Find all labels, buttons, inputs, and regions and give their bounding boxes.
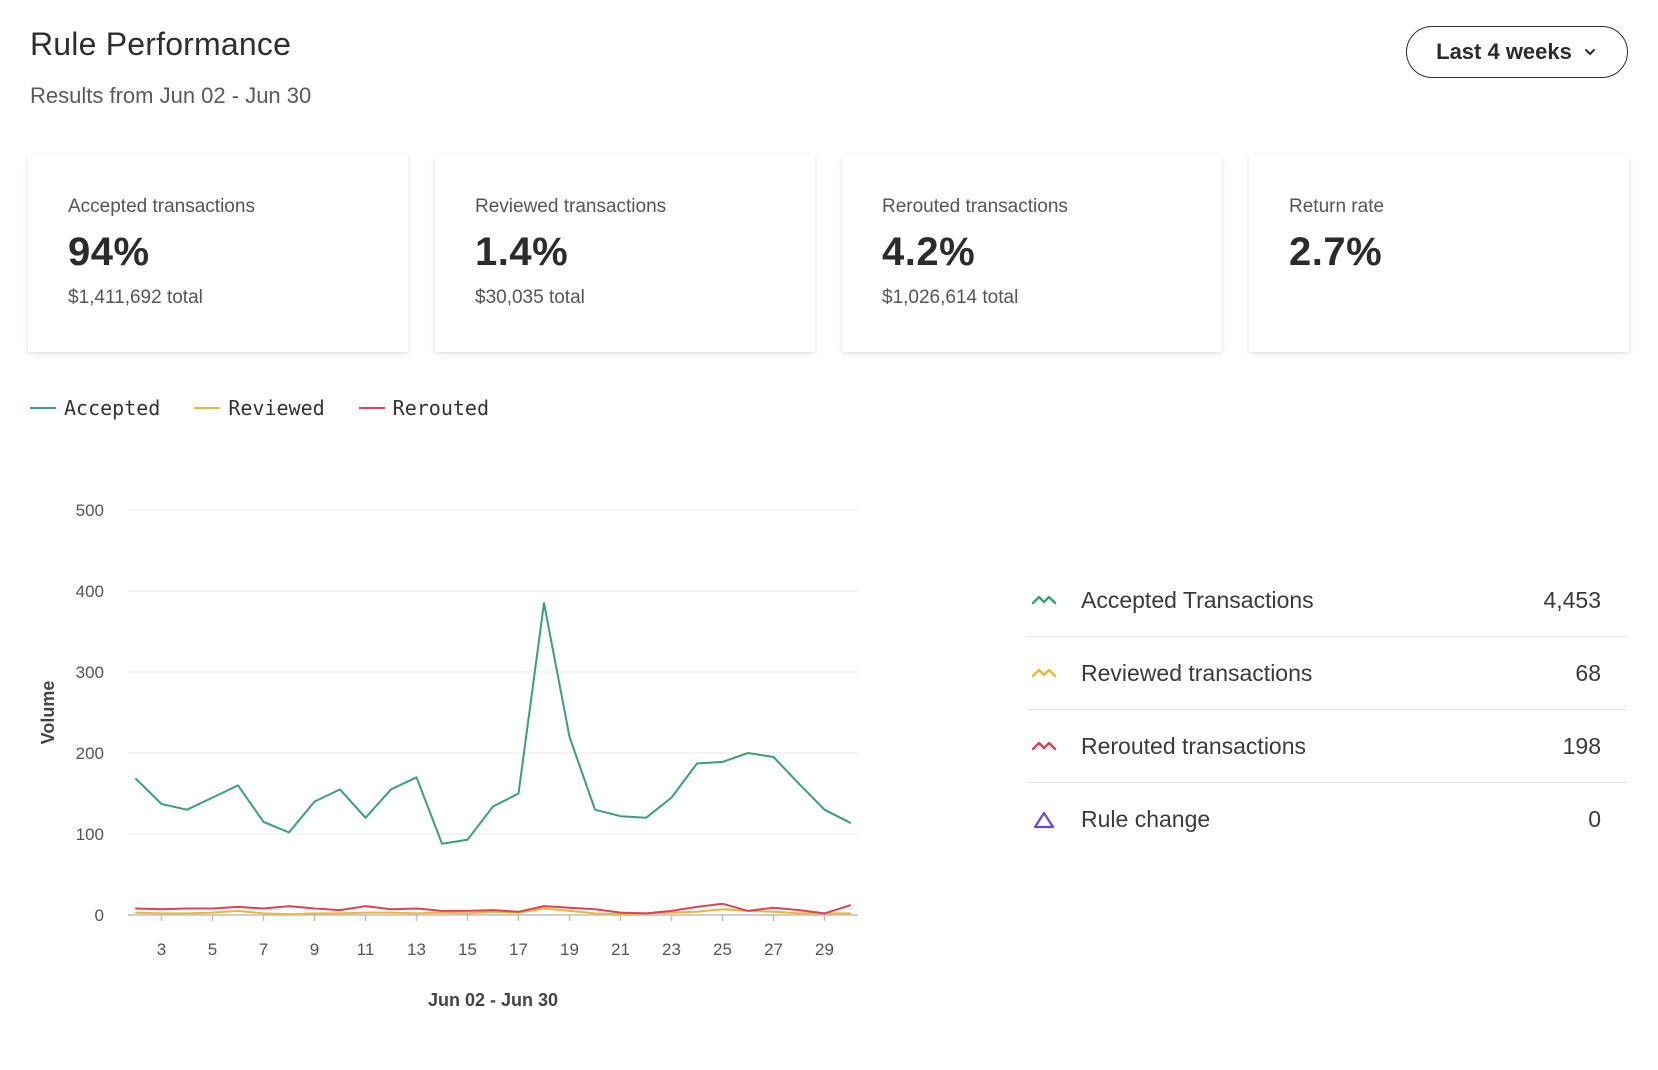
stat-card-reviewed: Reviewed transactions 1.4% $30,035 total: [435, 154, 815, 352]
stat-value: 94%: [68, 230, 150, 274]
x-axis-label: Jun 02 - Jun 30: [428, 990, 558, 1010]
series-line-accepted: [135, 602, 851, 845]
x-tick-label: 21: [611, 940, 630, 959]
stat-value: 2.7%: [1289, 230, 1383, 274]
summary-row-reviewed: Reviewed transactions 68: [1027, 637, 1627, 710]
rerouted-wave-icon: [1031, 736, 1057, 756]
summary-row-accepted: Accepted Transactions 4,453: [1027, 564, 1627, 637]
y-tick-label: 0: [95, 906, 104, 925]
y-tick-label: 400: [76, 582, 104, 601]
stat-total: $30,035 total: [475, 287, 585, 308]
triangle-icon: [1031, 810, 1057, 830]
summary-value: 4,453: [1543, 586, 1601, 613]
summary-value: 68: [1575, 659, 1601, 686]
legend-label: Reviewed: [228, 396, 325, 420]
legend-label: Accepted: [64, 396, 161, 420]
x-tick-label: 29: [815, 940, 834, 959]
stat-label: Accepted transactions: [68, 196, 255, 217]
x-tick-label: 23: [662, 940, 681, 959]
x-tick-label: 5: [208, 940, 217, 959]
stat-value: 1.4%: [475, 230, 569, 274]
summary-row-rule-change: Rule change 0: [1027, 783, 1627, 856]
stat-card-accepted: Accepted transactions 94% $1,411,692 tot…: [28, 154, 408, 352]
x-tick-label: 11: [357, 940, 375, 959]
stat-card-return-rate: Return rate 2.7%: [1249, 154, 1629, 352]
accepted-wave-icon: [1031, 590, 1057, 610]
y-tick-label: 500: [76, 501, 104, 520]
summary-label: Accepted Transactions: [1081, 586, 1314, 613]
stat-card-rerouted: Rerouted transactions 4.2% $1,026,614 to…: [842, 154, 1222, 352]
y-axis-label: Volume: [38, 681, 58, 745]
summary-row-rerouted: Rerouted transactions 198: [1027, 710, 1627, 783]
x-tick-label: 13: [407, 940, 426, 959]
page-title: Rule Performance: [30, 26, 292, 62]
reviewed-wave-icon: [1031, 663, 1057, 683]
date-range-select[interactable]: Last 4 weeks: [1406, 26, 1628, 78]
y-tick-label: 300: [76, 663, 104, 682]
legend-swatch: [30, 407, 56, 409]
legend-item-reviewed[interactable]: Reviewed: [194, 396, 325, 420]
stat-label: Return rate: [1289, 196, 1385, 217]
stat-label: Rerouted transactions: [882, 196, 1068, 217]
stat-label: Reviewed transactions: [475, 196, 667, 217]
page-subtitle: Results from Jun 02 - Jun 30: [30, 83, 312, 108]
stat-value: 4.2%: [882, 230, 976, 274]
legend-item-rerouted[interactable]: Rerouted: [358, 396, 489, 420]
series-line-reviewed: [135, 907, 851, 916]
x-tick-label: 25: [713, 940, 732, 959]
chevron-down-icon: [1582, 44, 1598, 60]
stat-total: $1,026,614 total: [882, 287, 1019, 308]
x-tick-label: 19: [560, 940, 579, 959]
stat-total: $1,411,692 total: [68, 287, 203, 308]
legend-label: Rerouted: [392, 396, 489, 420]
volume-line-chart: 0 100 200 300 400 500 3 5 7 9 11 13 15 17 19 21 23 25 27 29…: [38, 501, 858, 1010]
summary-label: Reviewed transactions: [1081, 659, 1313, 686]
chart-legend: Accepted Reviewed Rerouted: [30, 396, 489, 420]
date-range-value: Last 4 weeks: [1436, 39, 1572, 64]
legend-item-accepted[interactable]: Accepted: [30, 396, 160, 420]
summary-value: 0: [1588, 806, 1601, 832]
y-tick-label: 200: [76, 744, 104, 763]
x-tick-label: 3: [157, 940, 166, 959]
legend-swatch: [358, 407, 385, 409]
legend-swatch: [194, 407, 221, 409]
x-tick-label: 15: [458, 940, 477, 959]
y-tick-label: 100: [76, 825, 104, 844]
x-tick-label: 7: [259, 940, 268, 959]
summary-label: Rule change: [1081, 806, 1211, 832]
series-line-rerouted: [135, 902, 851, 915]
x-tick-label: 17: [509, 940, 528, 959]
summary-label: Rerouted transactions: [1081, 732, 1307, 759]
summary-value: 198: [1562, 732, 1601, 759]
x-tick-label: 9: [310, 940, 319, 959]
x-tick-label: 27: [764, 940, 783, 959]
summary-list: Accepted Transactions 4,453 Reviewed tra…: [1027, 564, 1627, 856]
